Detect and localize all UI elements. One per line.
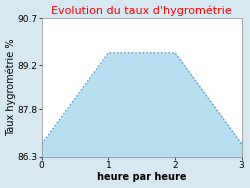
- Y-axis label: Taux hygrométrie %: Taux hygrométrie %: [6, 39, 16, 136]
- Title: Evolution du taux d'hygrométrie: Evolution du taux d'hygrométrie: [51, 6, 232, 16]
- X-axis label: heure par heure: heure par heure: [97, 172, 186, 182]
